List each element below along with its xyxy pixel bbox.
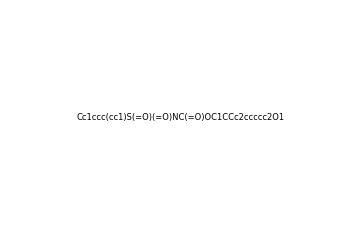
Text: Cc1ccc(cc1)S(=O)(=O)NC(=O)OC1CCc2ccccc2O1: Cc1ccc(cc1)S(=O)(=O)NC(=O)OC1CCc2ccccc2O… xyxy=(77,112,285,121)
